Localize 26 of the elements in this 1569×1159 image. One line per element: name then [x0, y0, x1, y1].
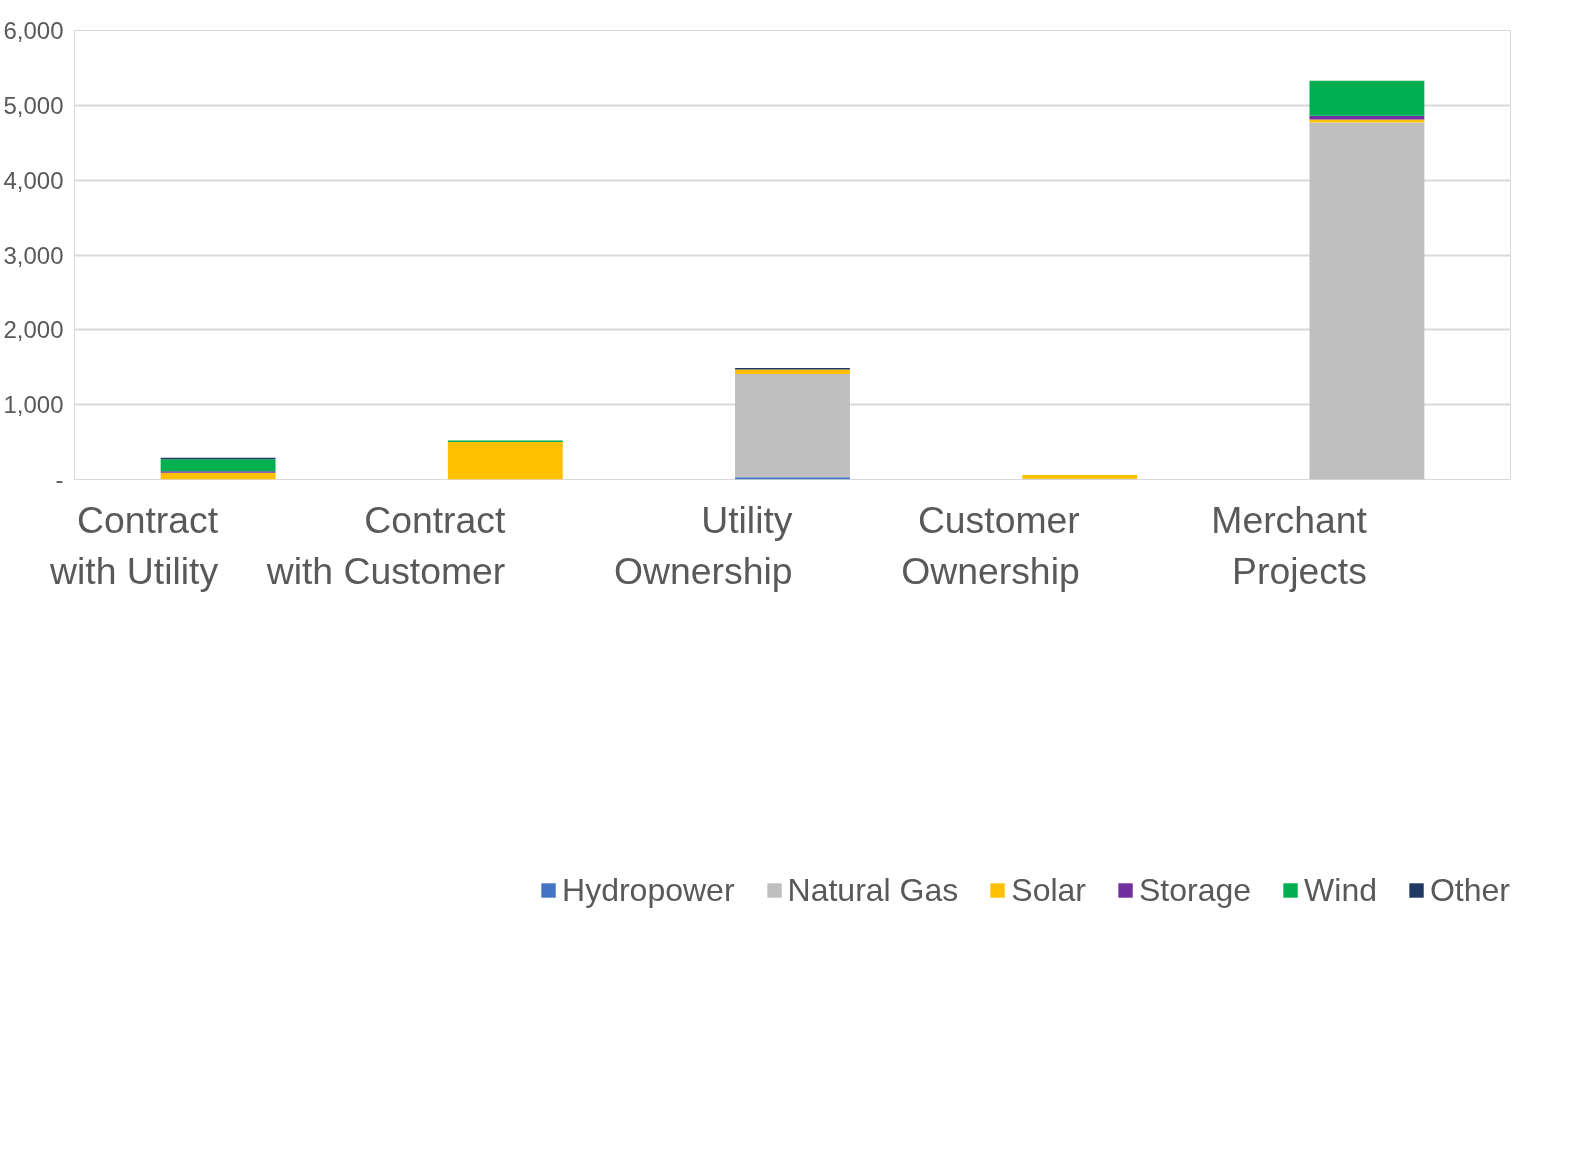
- y-tick-label: 5,000: [3, 91, 64, 119]
- y-tick-label: -: [55, 466, 64, 493]
- y-tick-label: 4,000: [3, 166, 64, 194]
- legend-label: Natural Gas: [787, 871, 959, 909]
- legend-label: Wind: [1304, 871, 1377, 909]
- bar: [1309, 119, 1425, 123]
- y-tick-label: 6,000: [3, 17, 64, 44]
- legend-label: Hydropower: [562, 871, 735, 909]
- x-tick-label: Merchant Projects: [1211, 499, 1368, 592]
- x-tick-label: Contract with Utility: [49, 499, 219, 592]
- legend-label: Storage: [1138, 871, 1252, 909]
- x-tick-label: Utility Ownership: [614, 499, 793, 592]
- legend-label: Other: [1429, 871, 1510, 909]
- bar: [735, 369, 850, 374]
- x-tick-label: Contract with Customer: [265, 499, 506, 592]
- bar: [447, 442, 563, 480]
- bar: [1309, 115, 1425, 120]
- bar: [1309, 80, 1425, 116]
- legend-label: Solar: [1011, 871, 1086, 909]
- x-tick-label: Customer Ownership: [901, 499, 1080, 592]
- bar: [735, 373, 850, 478]
- y-tick-label: 3,000: [3, 241, 64, 269]
- bar: [1309, 122, 1425, 480]
- y-tick-label: 2,000: [3, 316, 64, 344]
- y-tick-label: 1,000: [3, 391, 64, 419]
- bar: [160, 459, 276, 472]
